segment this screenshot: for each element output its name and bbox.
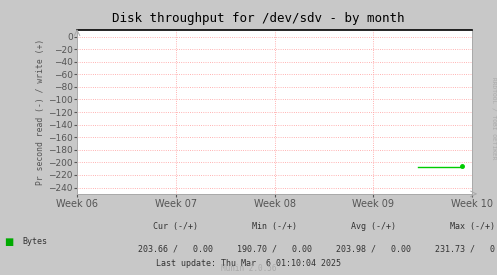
Text: 203.98 /   0.00: 203.98 / 0.00 — [336, 244, 411, 253]
Text: Disk throughput for /dev/sdv - by month: Disk throughput for /dev/sdv - by month — [112, 12, 405, 25]
Text: Bytes: Bytes — [22, 238, 47, 246]
Text: Munin 2.0.56: Munin 2.0.56 — [221, 264, 276, 273]
Text: ■: ■ — [4, 237, 13, 247]
Text: Min (-/+): Min (-/+) — [252, 222, 297, 231]
Text: Avg (-/+): Avg (-/+) — [351, 222, 396, 231]
Text: Cur (-/+): Cur (-/+) — [153, 222, 198, 231]
Text: Last update: Thu Mar  6 01:10:04 2025: Last update: Thu Mar 6 01:10:04 2025 — [156, 259, 341, 268]
Text: 203.66 /   0.00: 203.66 / 0.00 — [138, 244, 213, 253]
Text: 231.73 /   0.00: 231.73 / 0.00 — [435, 244, 497, 253]
Y-axis label: Pr second read (-) / write (+): Pr second read (-) / write (+) — [36, 39, 45, 185]
Text: RRDTOOL / TOBI OETIKER: RRDTOOL / TOBI OETIKER — [491, 77, 496, 160]
Text: Max (-/+): Max (-/+) — [450, 222, 495, 231]
Text: 190.70 /   0.00: 190.70 / 0.00 — [237, 244, 312, 253]
